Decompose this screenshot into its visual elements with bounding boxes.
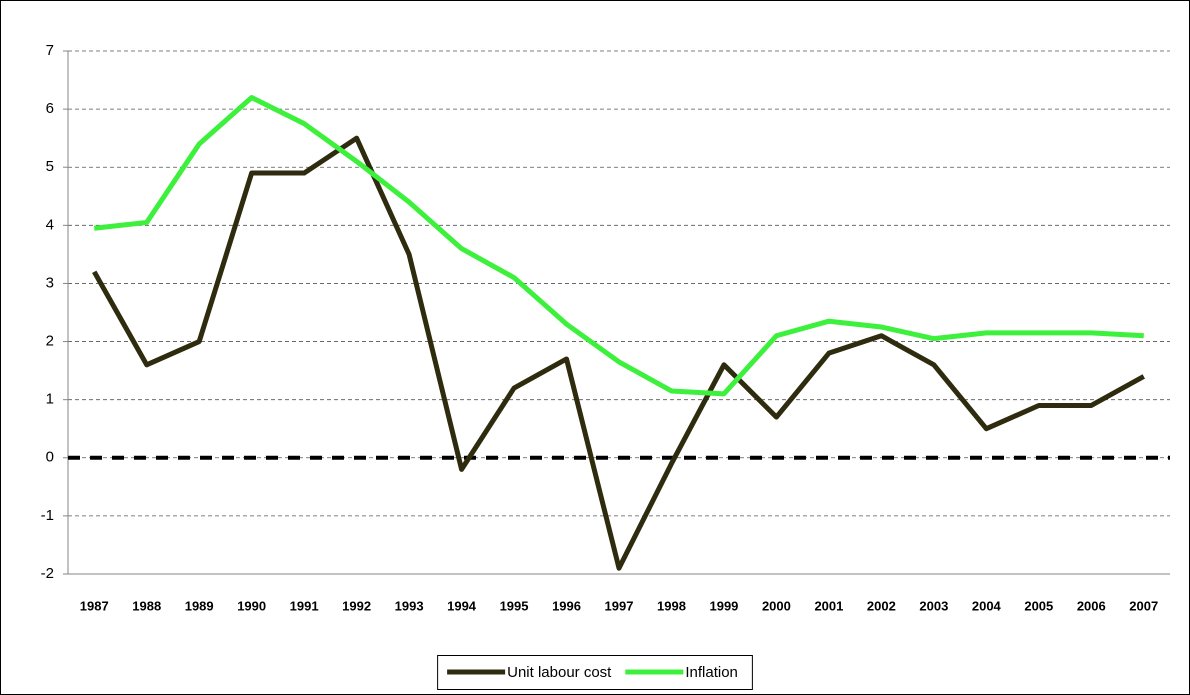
x-tick-label: 1992 [342,598,371,613]
x-tick-label: 2003 [919,598,948,613]
x-tick-label: 1995 [500,598,529,613]
series-line [93,94,1144,397]
x-tick-label: 1989 [185,598,214,613]
x-tick-label: 2007 [1129,598,1158,613]
y-tick-label: -1 [41,507,54,524]
y-tick-label: 3 [46,274,54,291]
x-tick-label: 2004 [972,598,1002,613]
y-tick-label: 6 [46,100,54,117]
y-tick-label: 0 [46,449,54,466]
x-tick-label: 2001 [814,598,843,613]
x-tick-label: 2006 [1077,598,1106,613]
x-tick-label: 1998 [657,598,686,613]
x-tick-label: 1987 [80,598,109,613]
y-tick-label: -2 [41,565,54,582]
x-tick-label: 1999 [709,598,738,613]
x-tick-label: 1988 [132,598,161,613]
x-tick-label: 2000 [762,598,791,613]
y-tick-label: 5 [46,158,54,175]
x-tick-label: 2002 [867,598,896,613]
y-tick-label: 2 [46,333,54,350]
series-line [92,135,1145,571]
y-tick-label: 1 [46,391,54,408]
x-tick-label: 1997 [605,598,634,613]
x-tick-label: 1990 [237,598,266,613]
x-tick-label: 1996 [552,598,581,613]
legend: Unit labour cost Inflation [437,655,753,690]
legend-label: Inflation [685,664,738,681]
x-tick-label: 1994 [447,598,477,613]
y-tick-label: 4 [46,216,54,233]
x-tick-label: 2005 [1024,598,1053,613]
x-tick-label: 1991 [290,598,319,613]
y-tick-label: 7 [46,42,54,59]
legend-label: Unit labour cost [507,664,612,681]
x-tick-label: 1993 [395,598,424,613]
